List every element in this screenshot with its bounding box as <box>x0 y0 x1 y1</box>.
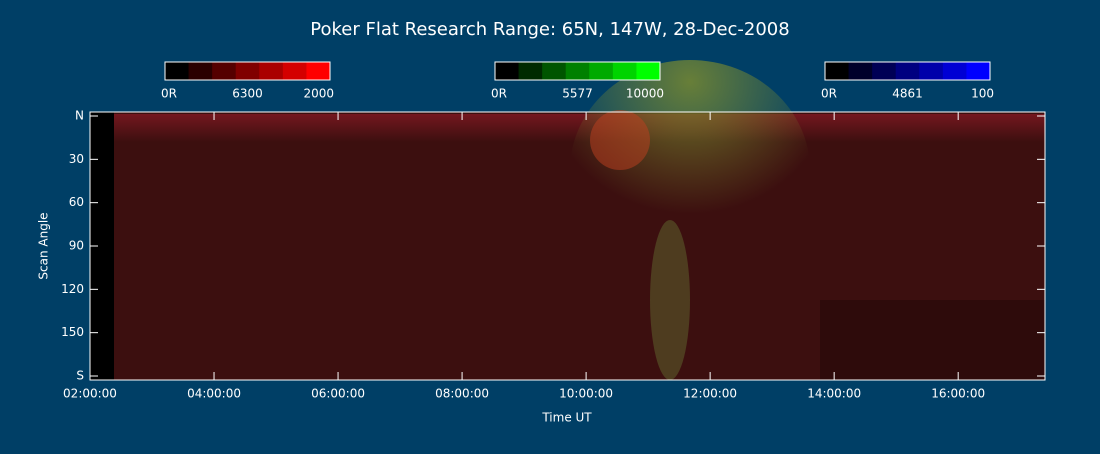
chart-title: Poker Flat Research Range: 65N, 147W, 28… <box>310 19 789 40</box>
colorbar-segment <box>306 62 331 80</box>
colorbar-frame <box>824 61 991 81</box>
x-tick-label: 06:00:00 <box>311 387 365 401</box>
colorbar-frame <box>494 61 661 81</box>
colorbar-label: 0R <box>161 87 177 101</box>
y-tick-label: S <box>76 369 84 383</box>
colorbar-segment <box>259 62 284 80</box>
keogram-image <box>90 60 1045 380</box>
x-tick-label: 12:00:00 <box>683 387 737 401</box>
colorbar-segment <box>542 62 567 80</box>
colorbar-segment <box>872 62 897 80</box>
colorbar-segment <box>848 62 873 80</box>
colorbar-segment <box>235 62 260 80</box>
colorbar-segment <box>825 62 850 80</box>
x-axis-label: Time UT <box>541 411 592 425</box>
colorbar-segment <box>518 62 543 80</box>
colorbar-segment <box>212 62 237 80</box>
colorbar-segment <box>966 62 991 80</box>
colorbar-segment <box>636 62 661 80</box>
colorbar-frame <box>164 61 331 81</box>
x-tick-label: 02:00:00 <box>63 387 117 401</box>
colorbar-label: 100 <box>971 87 994 101</box>
colorbar-label: 4861 <box>892 87 923 101</box>
colorbar-segment <box>612 62 637 80</box>
x-tick-label: 08:00:00 <box>435 387 489 401</box>
y-tick-label: 150 <box>61 325 84 339</box>
colorbar-label: 6300 <box>232 87 263 101</box>
colorbar-segment <box>895 62 920 80</box>
x-tick-label: 04:00:00 <box>187 387 241 401</box>
colorbar-segment <box>188 62 213 80</box>
x-tick-label: 10:00:00 <box>559 387 613 401</box>
y-tick-label: N <box>75 109 84 123</box>
colorbar-segment <box>589 62 614 80</box>
colorbar-segment <box>919 62 944 80</box>
x-tick-label: 14:00:00 <box>807 387 861 401</box>
x-tick-label: 16:00:00 <box>931 387 985 401</box>
y-axis-label: Scan Angle <box>37 212 51 279</box>
y-tick-label: 120 <box>61 282 84 296</box>
y-tick-label: 30 <box>69 152 84 166</box>
colorbar-segment <box>495 62 520 80</box>
colorbar-label: 5577 <box>562 87 593 101</box>
y-tick-label: 90 <box>69 239 84 253</box>
colorbar-segment <box>165 62 190 80</box>
colorbar-segment <box>565 62 590 80</box>
y-tick-label: 60 <box>69 195 84 209</box>
colorbar-label: 2000 <box>303 87 334 101</box>
colorbar-label: 0R <box>491 87 507 101</box>
colorbar-label: 10000 <box>626 87 664 101</box>
colorbar-segment <box>282 62 307 80</box>
colorbar-segment <box>942 62 967 80</box>
colorbar-label: 0R <box>821 87 837 101</box>
